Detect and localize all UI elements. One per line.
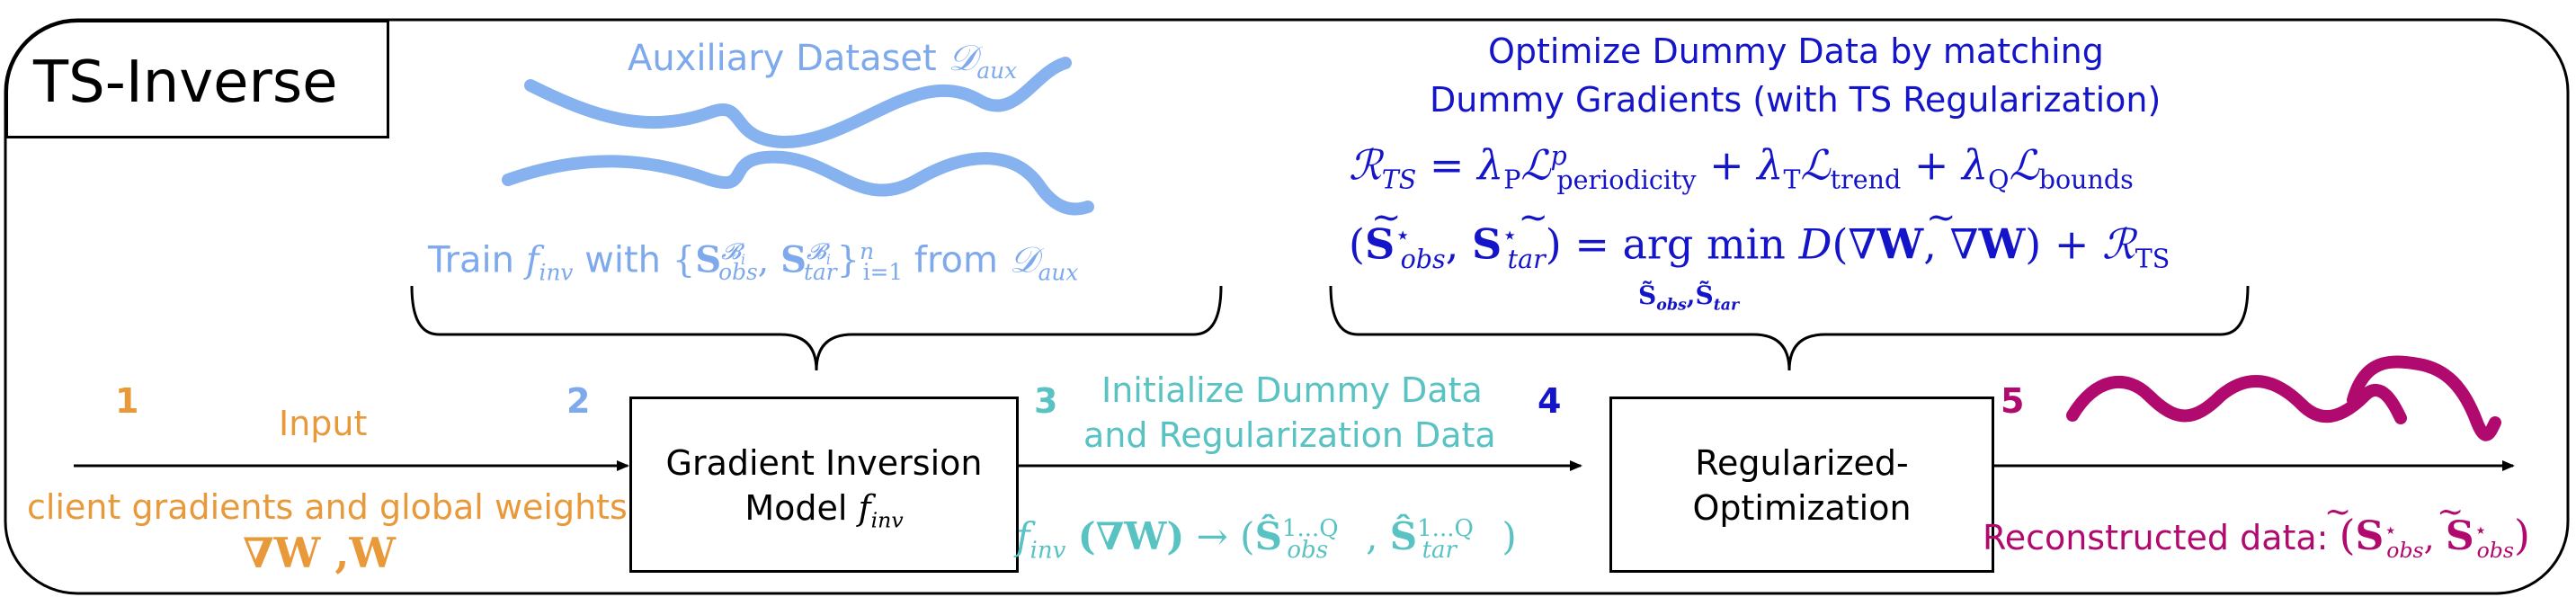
gradient-inversion-box: Gradient Inversion Model finv [629,397,1019,573]
reconstructed-curve [2066,355,2501,441]
input-label: Input [279,404,368,443]
title: TS-Inverse [33,49,338,116]
argmin-subscript: S̃obs,S̃tar [1638,281,1740,315]
title-box: TS-Inverse [5,20,389,138]
tilde-marks: ~ ~ ~ [1371,197,1957,238]
gradient-inversion-line1: Gradient Inversion [665,443,983,483]
aux-curve-2 [502,150,1094,216]
outer-frame [4,18,2570,595]
regularized-line2: Optimization [1692,488,1912,528]
input-description: client gradients and global weights [27,487,628,527]
aux-dataset-label: Auxiliary Dataset 𝒟aux [628,38,1018,84]
step-number-5: 5 [2001,381,2025,421]
step-number-3: 3 [1034,381,1058,421]
gradient-inversion-line2: Model finv [744,488,904,533]
step-number-2: 2 [566,381,591,421]
initialize-line2: and Regularization Data [1083,415,1496,455]
ts-regularization-equation: ℛTS = λPℒpperiodicity + λTℒtrend + λQℒbo… [1349,140,2134,195]
step-number-4: 4 [1538,381,1562,421]
optimize-heading-line1: Optimize Dummy Data by matching [1488,31,2104,71]
initialize-line1: Initialize Dummy Data [1101,370,1483,410]
step-number-1: 1 [115,381,139,421]
reconstructed-tildes: ~ ~ [2324,494,2465,530]
regularized-optimization-box: Regularized- Optimization [1609,397,1994,573]
initialize-formula: finv (∇W) → (Ŝ1...Qobs, Ŝ1...Qtar) [1016,514,1517,565]
aux-curve-1 [524,57,1072,149]
train-label: Train finv with {S𝓑iobs, S𝓑itar}ni=1 fro… [428,238,1079,286]
regularized-line1: Regularized- [1695,443,1909,483]
reconstructed-label: Reconstructed data: (S⋆obs, S⋆obs) [1983,511,2530,563]
input-formula: ∇W ,W [243,529,396,577]
optimize-heading-line2: Dummy Gradients (with TS Regularization) [1430,80,2162,120]
brace-left [410,285,1223,371]
argmin-equation: (S⋆obs, S⋆tar) = arg min D(∇W, ∇W) + ℛTS [1349,219,2170,274]
brace-right [1329,285,2250,371]
